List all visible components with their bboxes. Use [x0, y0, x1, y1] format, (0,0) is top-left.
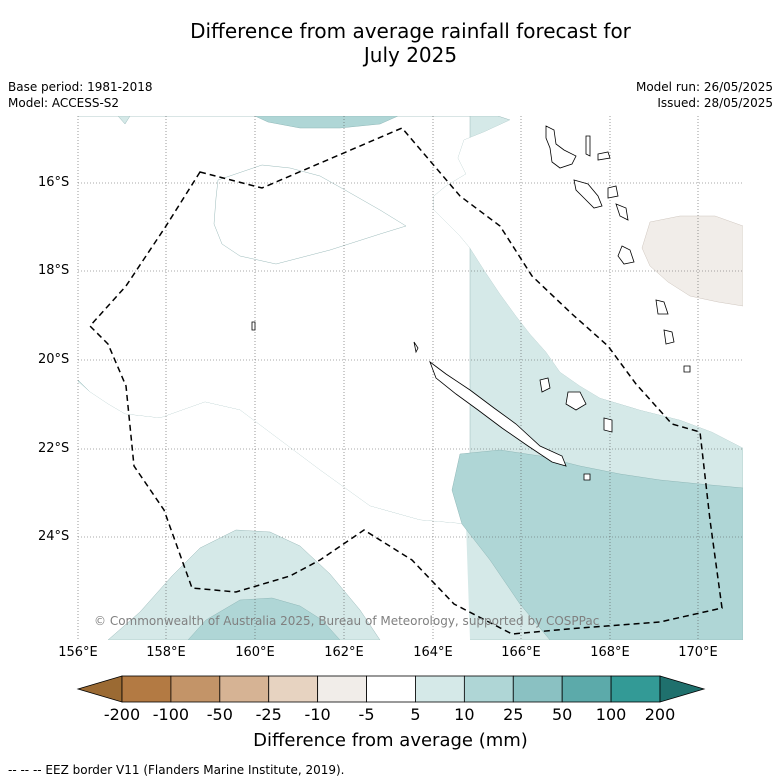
lon-label-158e: 158°E — [146, 645, 186, 660]
chesterfield-islet — [251, 321, 256, 331]
eez-footnote: -- -- -- EEZ border V11 (Flanders Marine… — [8, 763, 345, 777]
rainfall-anomaly-field — [78, 116, 743, 640]
colorbar-cell — [561, 675, 612, 703]
colorbar-cell — [366, 675, 416, 703]
region-10-to-25mm-north — [254, 116, 399, 129]
lat-label-20s: 20°S — [38, 352, 70, 367]
colorbar-tick-label: 50 — [551, 705, 573, 724]
lon-label-162e: 162°E — [324, 645, 364, 660]
lat-label-22s: 22°S — [38, 441, 70, 456]
colorbar-cell — [415, 675, 465, 703]
region-10-to-25mm-south — [187, 597, 341, 640]
region-5-to-10mm-south — [107, 529, 381, 640]
gridlines — [77, 116, 743, 640]
colorbar-tick-label: 25 — [503, 705, 524, 724]
copyright-credit: © Commonwealth of Australia 2025, Bureau… — [94, 614, 600, 628]
colorbar-tick-label: 5 — [410, 705, 421, 724]
colorbar-tick-label: -50 — [206, 705, 233, 724]
meta-right: Model run: 26/05/2025 Issued: 28/05/2025 — [636, 79, 773, 111]
region-near-average-east — [434, 116, 743, 448]
vanuatu-maewo — [597, 151, 611, 161]
colorbar-tick-label: -200 — [103, 705, 141, 724]
vanuatu-malekula — [573, 179, 603, 209]
lon-label-160e: 160°E — [235, 645, 275, 660]
colorbar-tick-label: 200 — [644, 705, 676, 724]
colorbar-tick-label: -5 — [358, 705, 375, 724]
colorbar-cell — [317, 675, 367, 703]
title-line-2: July 2025 — [363, 43, 458, 67]
colorbar-cells — [76, 675, 706, 703]
vanuatu-tanna — [663, 329, 675, 345]
coastlines — [251, 125, 691, 481]
model-run: Model run: 26/05/2025 — [635, 80, 773, 94]
lon-label-168e: 168°E — [590, 645, 630, 660]
colorbar — [76, 675, 706, 703]
vanuatu-efate — [617, 245, 635, 265]
lat-label-18s: 18°S — [38, 263, 70, 278]
map-title: Difference from average rainfall forecas… — [0, 19, 781, 67]
colorbar-cell — [219, 675, 270, 703]
lat-label-24s: 24°S — [38, 529, 70, 544]
issued-date: Issued: 28/05/2025 — [657, 96, 773, 110]
colorbar-tick-label: -10 — [304, 705, 331, 724]
matthew-islet — [683, 365, 691, 373]
eez-border — [88, 127, 723, 635]
colorbar-cell — [512, 675, 563, 703]
lon-label-170e: 170°E — [678, 645, 718, 660]
vanuatu-espiritu-santo — [545, 125, 577, 169]
vanuatu-erromango — [655, 299, 669, 315]
base-period: Base period: 1981-2018 — [8, 80, 153, 94]
vanuatu-ambrym — [607, 185, 619, 199]
new-caledonia-island — [429, 360, 567, 467]
colorbar-tick-label: 100 — [595, 705, 627, 724]
colorbar-label: Difference from average (mm) — [253, 730, 528, 751]
lat-label-16s: 16°S — [38, 175, 70, 190]
colorbar-cell — [268, 675, 319, 703]
colorbar-tick-label: -100 — [152, 705, 190, 724]
colorbar-extend-low — [76, 675, 123, 703]
colorbar-cell — [121, 675, 172, 703]
vanuatu-epi — [615, 203, 629, 221]
belep-islands — [413, 341, 419, 354]
colorbar-tick-label: 10 — [454, 705, 475, 724]
region-minus-5-to-minus-10mm — [641, 215, 743, 307]
lon-label-164e: 164°E — [413, 645, 453, 660]
loyalty-island-1 — [539, 377, 551, 393]
title-line-1: Difference from average rainfall forecas… — [190, 19, 631, 43]
isle-of-pines — [583, 473, 591, 481]
loyalty-island-2 — [565, 391, 587, 411]
loyalty-island-3 — [603, 417, 613, 433]
vanuatu-banks — [585, 135, 591, 157]
model-name: Model: ACCESS-S2 — [8, 96, 120, 110]
region-near-average-north — [213, 164, 407, 265]
colorbar-cell — [170, 675, 221, 703]
colorbar-extend-high — [659, 675, 706, 703]
lon-label-156e: 156°E — [58, 645, 98, 660]
meta-left: Base period: 1981-2018 Model: ACCESS-S2 — [8, 79, 153, 111]
colorbar-cell — [463, 675, 514, 703]
colorbar-cell — [610, 675, 661, 703]
lon-label-166e: 166°E — [501, 645, 541, 660]
colorbar-tick-label: -25 — [255, 705, 282, 724]
